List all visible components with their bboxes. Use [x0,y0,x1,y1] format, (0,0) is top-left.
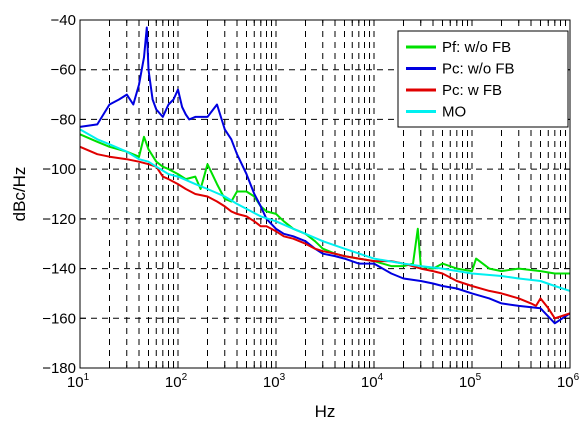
y-tick-label: −180 [42,360,76,377]
y-tick-labels: −180 −160 −140 −120 −100 −80 −60 −40 [42,12,76,377]
y-tick-label: −140 [42,261,76,278]
y-tick-label: −40 [51,12,76,29]
x-tick-label: 104 [361,372,384,391]
x-tick-label: 101 [67,372,90,391]
legend-entry: MO [442,104,466,121]
series-pc-w-o-fb [79,26,571,325]
x-tick-labels: 101 102 103 104 105 106 [67,372,580,391]
series-pf-w-o-fb [79,133,570,275]
legend-entry: Pc: w/o FB [442,61,515,78]
y-tick-label: −120 [42,211,76,228]
x-tick-label: 106 [557,372,580,391]
x-axis-label: Hz [315,402,336,421]
legend-entry: Pf: w/o FB [442,39,511,56]
x-tick-label: 105 [459,372,482,391]
y-tick-label: −60 [51,62,76,79]
legend-entry: Pc: w FB [442,82,502,99]
y-tick-label: −160 [42,310,76,327]
series-mo [79,128,571,292]
y-tick-label: −100 [42,161,76,178]
legend: Pf: w/o FB Pc: w/o FB Pc: w FB MO [397,30,569,128]
x-tick-label: 103 [263,372,286,391]
x-tick-label: 102 [165,372,188,391]
series-pc-w-fb [79,145,571,320]
series-lines [79,26,571,325]
plot-frame [79,19,571,369]
y-tick-label: −80 [51,111,76,128]
y-axis-label: dBc/Hz [10,167,29,222]
